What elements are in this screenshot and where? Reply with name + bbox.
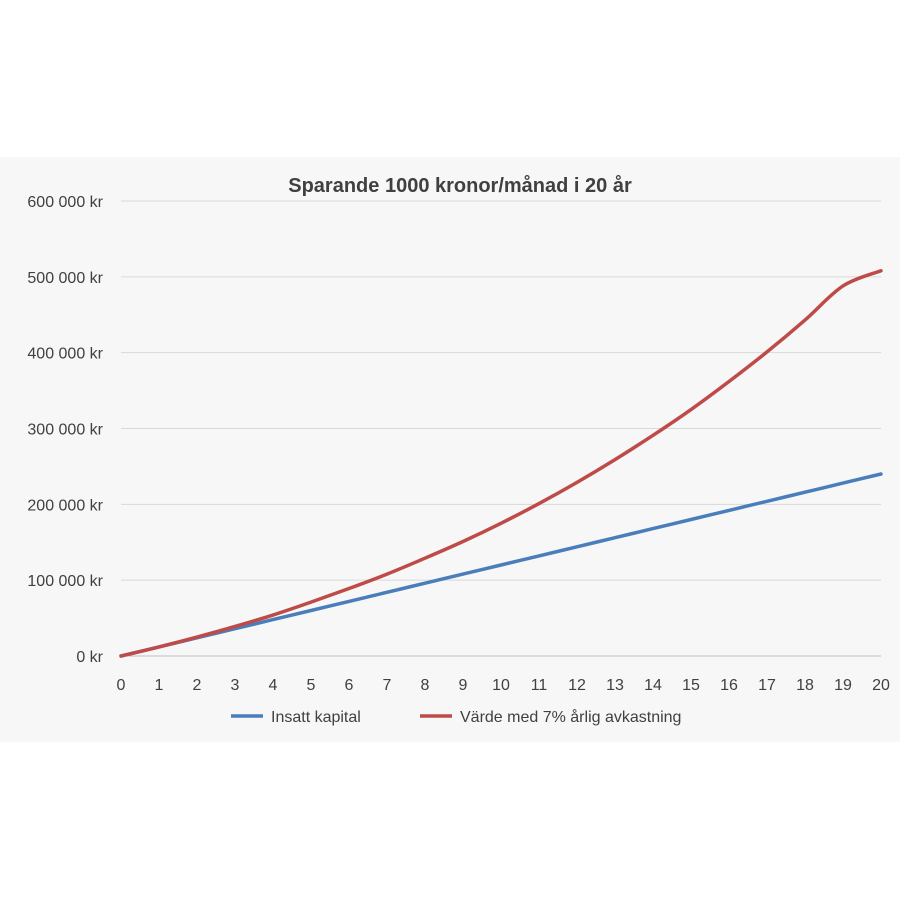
legend: Insatt kapital Värde med 7% årlig avkastn… <box>231 708 681 726</box>
x-tick-label: 15 <box>682 677 700 694</box>
x-tick-label: 3 <box>231 677 240 694</box>
y-tick-label: 500 000 kr <box>27 270 103 287</box>
x-tick-label: 4 <box>269 677 278 694</box>
x-tick-label: 10 <box>492 677 510 694</box>
x-tick-label: 17 <box>758 677 776 694</box>
series-line-1 <box>119 269 883 658</box>
x-tick-label: 9 <box>459 677 468 694</box>
x-tick-label: 11 <box>531 677 548 694</box>
x-tick-label: 0 <box>117 677 126 694</box>
x-tick-label: 16 <box>720 677 738 694</box>
chart-title: Sparande 1000 kronor/månad i 20 år <box>288 174 632 197</box>
legend-label-1: Värde med 7% årlig avkastning <box>460 708 681 726</box>
x-tick-label: 20 <box>872 677 890 694</box>
y-tick-label: 600 000 kr <box>27 194 103 211</box>
series-lines <box>119 269 883 658</box>
y-tick-label: 0 kr <box>76 649 103 666</box>
y-tick-label: 100 000 kr <box>27 573 103 590</box>
gridlines <box>121 200 881 657</box>
x-tick-label: 1 <box>155 677 164 694</box>
x-tick-label: 6 <box>345 677 354 694</box>
x-tick-label: 7 <box>383 677 392 694</box>
x-tick-label: 13 <box>606 677 624 694</box>
y-tick-label: 400 000 kr <box>27 346 103 363</box>
x-tick-label: 14 <box>644 677 662 694</box>
y-tick-label: 200 000 kr <box>27 497 103 514</box>
x-axis-tick-labels: 0 1 2 3 4 5 6 7 8 9 10 11 12 13 14 15 16 17 18 19 20 <box>117 677 890 694</box>
x-tick-label: 8 <box>421 677 430 694</box>
y-tick-label: 300 000 kr <box>27 422 103 439</box>
chart-area <box>0 157 900 742</box>
legend-label-0: Insatt kapital <box>271 709 361 726</box>
x-tick-label: 18 <box>796 677 814 694</box>
x-tick-label: 2 <box>193 677 202 694</box>
y-axis-tick-labels: 0 kr 100 000 kr 200 000 kr 300 000 kr 400 00… <box>27 194 103 666</box>
x-tick-label: 12 <box>568 677 586 694</box>
x-tick-label: 19 <box>834 677 852 694</box>
x-tick-label: 5 <box>307 677 316 694</box>
